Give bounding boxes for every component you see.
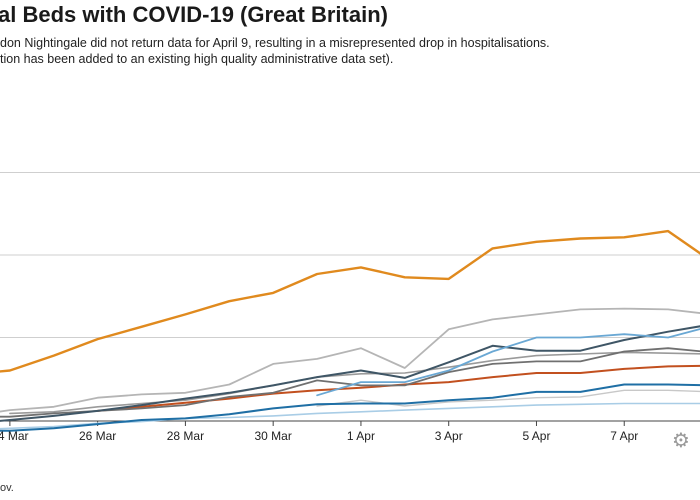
watermark-icon: ⚙ <box>672 430 690 452</box>
x-tick-label: 7 Apr <box>610 429 638 443</box>
chart-subtitle-line-1: don Nightingale did not return data for … <box>0 36 550 50</box>
x-tick-label: 5 Apr <box>522 429 550 443</box>
chart-title: al Beds with COVID-19 (Great Britain) <box>0 2 388 27</box>
series-line-mid-grey <box>9 351 700 415</box>
x-tick-label: 30 Mar <box>254 429 291 443</box>
source-note: ov. <box>0 482 14 494</box>
series-line-dark-slate <box>0 325 700 422</box>
series-lines <box>0 229 700 432</box>
x-tick-label: 3 Apr <box>435 429 463 443</box>
chart-subtitle-line-2: tion has been added to an existing high … <box>0 52 394 66</box>
x-tick-label: 28 Mar <box>167 429 204 443</box>
series-line-orange <box>0 229 700 373</box>
x-tick-label: 26 Mar <box>79 429 116 443</box>
series-line-steel-blue <box>0 383 700 432</box>
series-line-light-grey-1 <box>0 307 700 413</box>
x-axis <box>0 420 700 426</box>
series-line-pale-blue <box>0 402 700 430</box>
x-tick-label: 24 Mar <box>0 429 29 443</box>
gridlines <box>0 172 700 338</box>
series-line-light-blue <box>316 328 700 397</box>
x-tick-label: 1 Apr <box>347 429 375 443</box>
x-tick-labels: 24 Mar 26 Mar 28 Mar 30 Mar 1 Apr 3 Apr 5 Apr 7… <box>0 429 638 443</box>
